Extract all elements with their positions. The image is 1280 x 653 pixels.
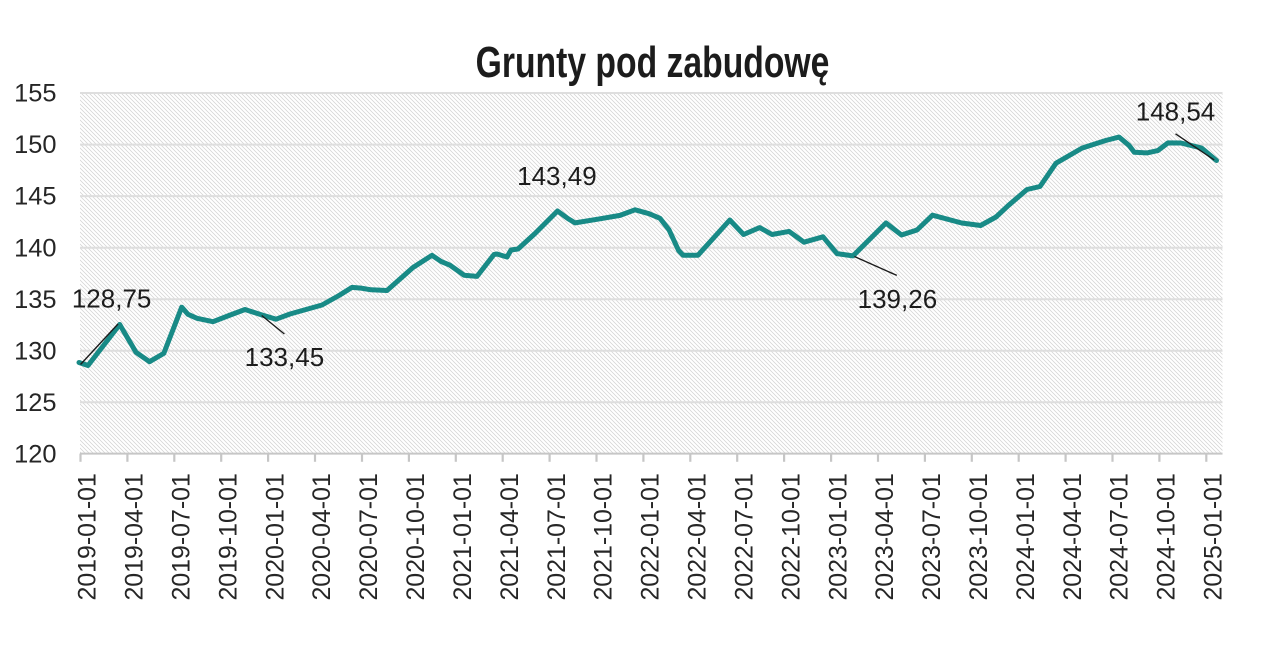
- svg-text:145: 145: [14, 183, 56, 211]
- svg-text:2024-10-01: 2024-10-01: [1153, 473, 1181, 600]
- svg-text:125: 125: [14, 389, 56, 417]
- svg-text:135: 135: [14, 286, 56, 314]
- svg-text:2022-10-01: 2022-10-01: [777, 473, 805, 600]
- svg-text:2023-10-01: 2023-10-01: [965, 473, 993, 600]
- svg-text:133,45: 133,45: [245, 342, 325, 372]
- svg-text:155: 155: [14, 80, 56, 108]
- svg-text:2019-01-01: 2019-01-01: [74, 473, 102, 600]
- svg-text:139,26: 139,26: [858, 284, 938, 314]
- svg-text:2025-01-01: 2025-01-01: [1200, 473, 1228, 600]
- svg-text:2019-04-01: 2019-04-01: [121, 473, 149, 600]
- svg-text:2020-01-01: 2020-01-01: [261, 473, 289, 600]
- svg-text:2022-01-01: 2022-01-01: [637, 473, 665, 600]
- svg-text:120: 120: [14, 441, 56, 469]
- svg-text:2020-10-01: 2020-10-01: [402, 473, 430, 600]
- svg-text:148,54: 148,54: [1136, 96, 1216, 126]
- svg-text:Grunty pod zabudowę: Grunty pod zabudowę: [476, 39, 830, 87]
- svg-text:2021-04-01: 2021-04-01: [496, 473, 524, 600]
- svg-text:2020-07-01: 2020-07-01: [355, 473, 383, 600]
- svg-text:2022-04-01: 2022-04-01: [684, 473, 712, 600]
- svg-text:128,75: 128,75: [72, 284, 152, 314]
- svg-text:2019-07-01: 2019-07-01: [168, 473, 196, 600]
- svg-text:130: 130: [14, 337, 56, 365]
- svg-text:140: 140: [14, 234, 56, 262]
- svg-text:2020-04-01: 2020-04-01: [308, 473, 336, 600]
- svg-text:2023-01-01: 2023-01-01: [824, 473, 852, 600]
- svg-text:2019-10-01: 2019-10-01: [214, 473, 242, 600]
- svg-text:2024-01-01: 2024-01-01: [1012, 473, 1040, 600]
- svg-text:2021-01-01: 2021-01-01: [449, 473, 477, 600]
- svg-text:143,49: 143,49: [517, 161, 597, 191]
- svg-text:2021-10-01: 2021-10-01: [590, 473, 618, 600]
- svg-text:150: 150: [14, 131, 56, 159]
- svg-text:2024-04-01: 2024-04-01: [1059, 473, 1087, 600]
- svg-text:2022-07-01: 2022-07-01: [730, 473, 758, 600]
- svg-text:2023-07-01: 2023-07-01: [918, 473, 946, 600]
- svg-text:2021-07-01: 2021-07-01: [543, 473, 571, 600]
- svg-text:2024-07-01: 2024-07-01: [1106, 473, 1134, 600]
- svg-text:2023-04-01: 2023-04-01: [871, 473, 899, 600]
